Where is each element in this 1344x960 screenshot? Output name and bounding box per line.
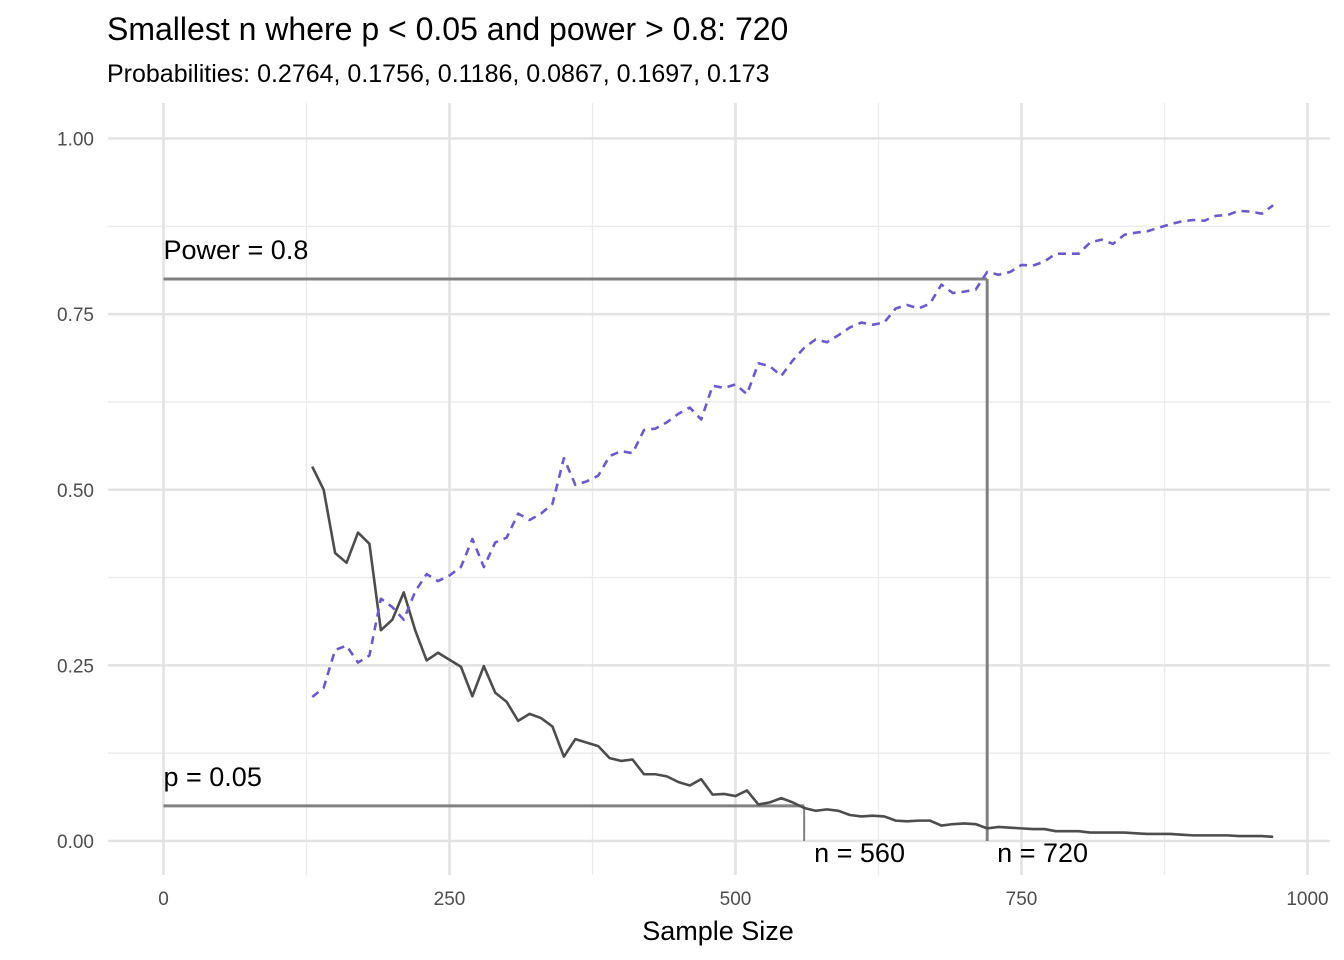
y-tick-label: 1.00: [57, 130, 94, 151]
major-gridlines: [108, 103, 1330, 875]
marker-label: n = 720: [997, 838, 1088, 868]
y-tick-label: 0.25: [57, 656, 94, 677]
minor-gridlines: [108, 103, 1330, 875]
x-tick-label: 500: [720, 889, 752, 910]
p-value-series-line: [311, 465, 1274, 839]
x-tick-label: 250: [434, 889, 466, 910]
x-tick-label: 0: [158, 889, 169, 910]
y-tick-labels: 0.00 0.25 0.50 0.75 1.00: [57, 130, 94, 854]
reference-lines: [163, 277, 989, 841]
power-series-line: [311, 204, 1274, 699]
chart-title: Smallest n where p < 0.05 and power > 0.…: [107, 11, 788, 47]
annotations: Power = 0.8 p = 0.05 n = 560 n = 720: [164, 235, 1089, 868]
x-tick-labels: 0 250 500 750 1000: [158, 889, 1328, 910]
marker-label: n = 560: [814, 838, 905, 868]
x-axis-title: Sample Size: [642, 916, 794, 946]
y-tick-label: 0.00: [57, 832, 94, 853]
x-tick-label: 750: [1006, 889, 1038, 910]
reference-label: Power = 0.8: [164, 235, 309, 265]
x-tick-label: 1000: [1286, 889, 1328, 910]
y-tick-label: 0.50: [57, 481, 94, 502]
series-lines: [311, 204, 1274, 839]
y-tick-label: 0.75: [57, 305, 94, 326]
chart-subtitle: Probabilities: 0.2764, 0.1756, 0.1186, 0…: [107, 60, 770, 88]
reference-label: p = 0.05: [164, 762, 262, 792]
